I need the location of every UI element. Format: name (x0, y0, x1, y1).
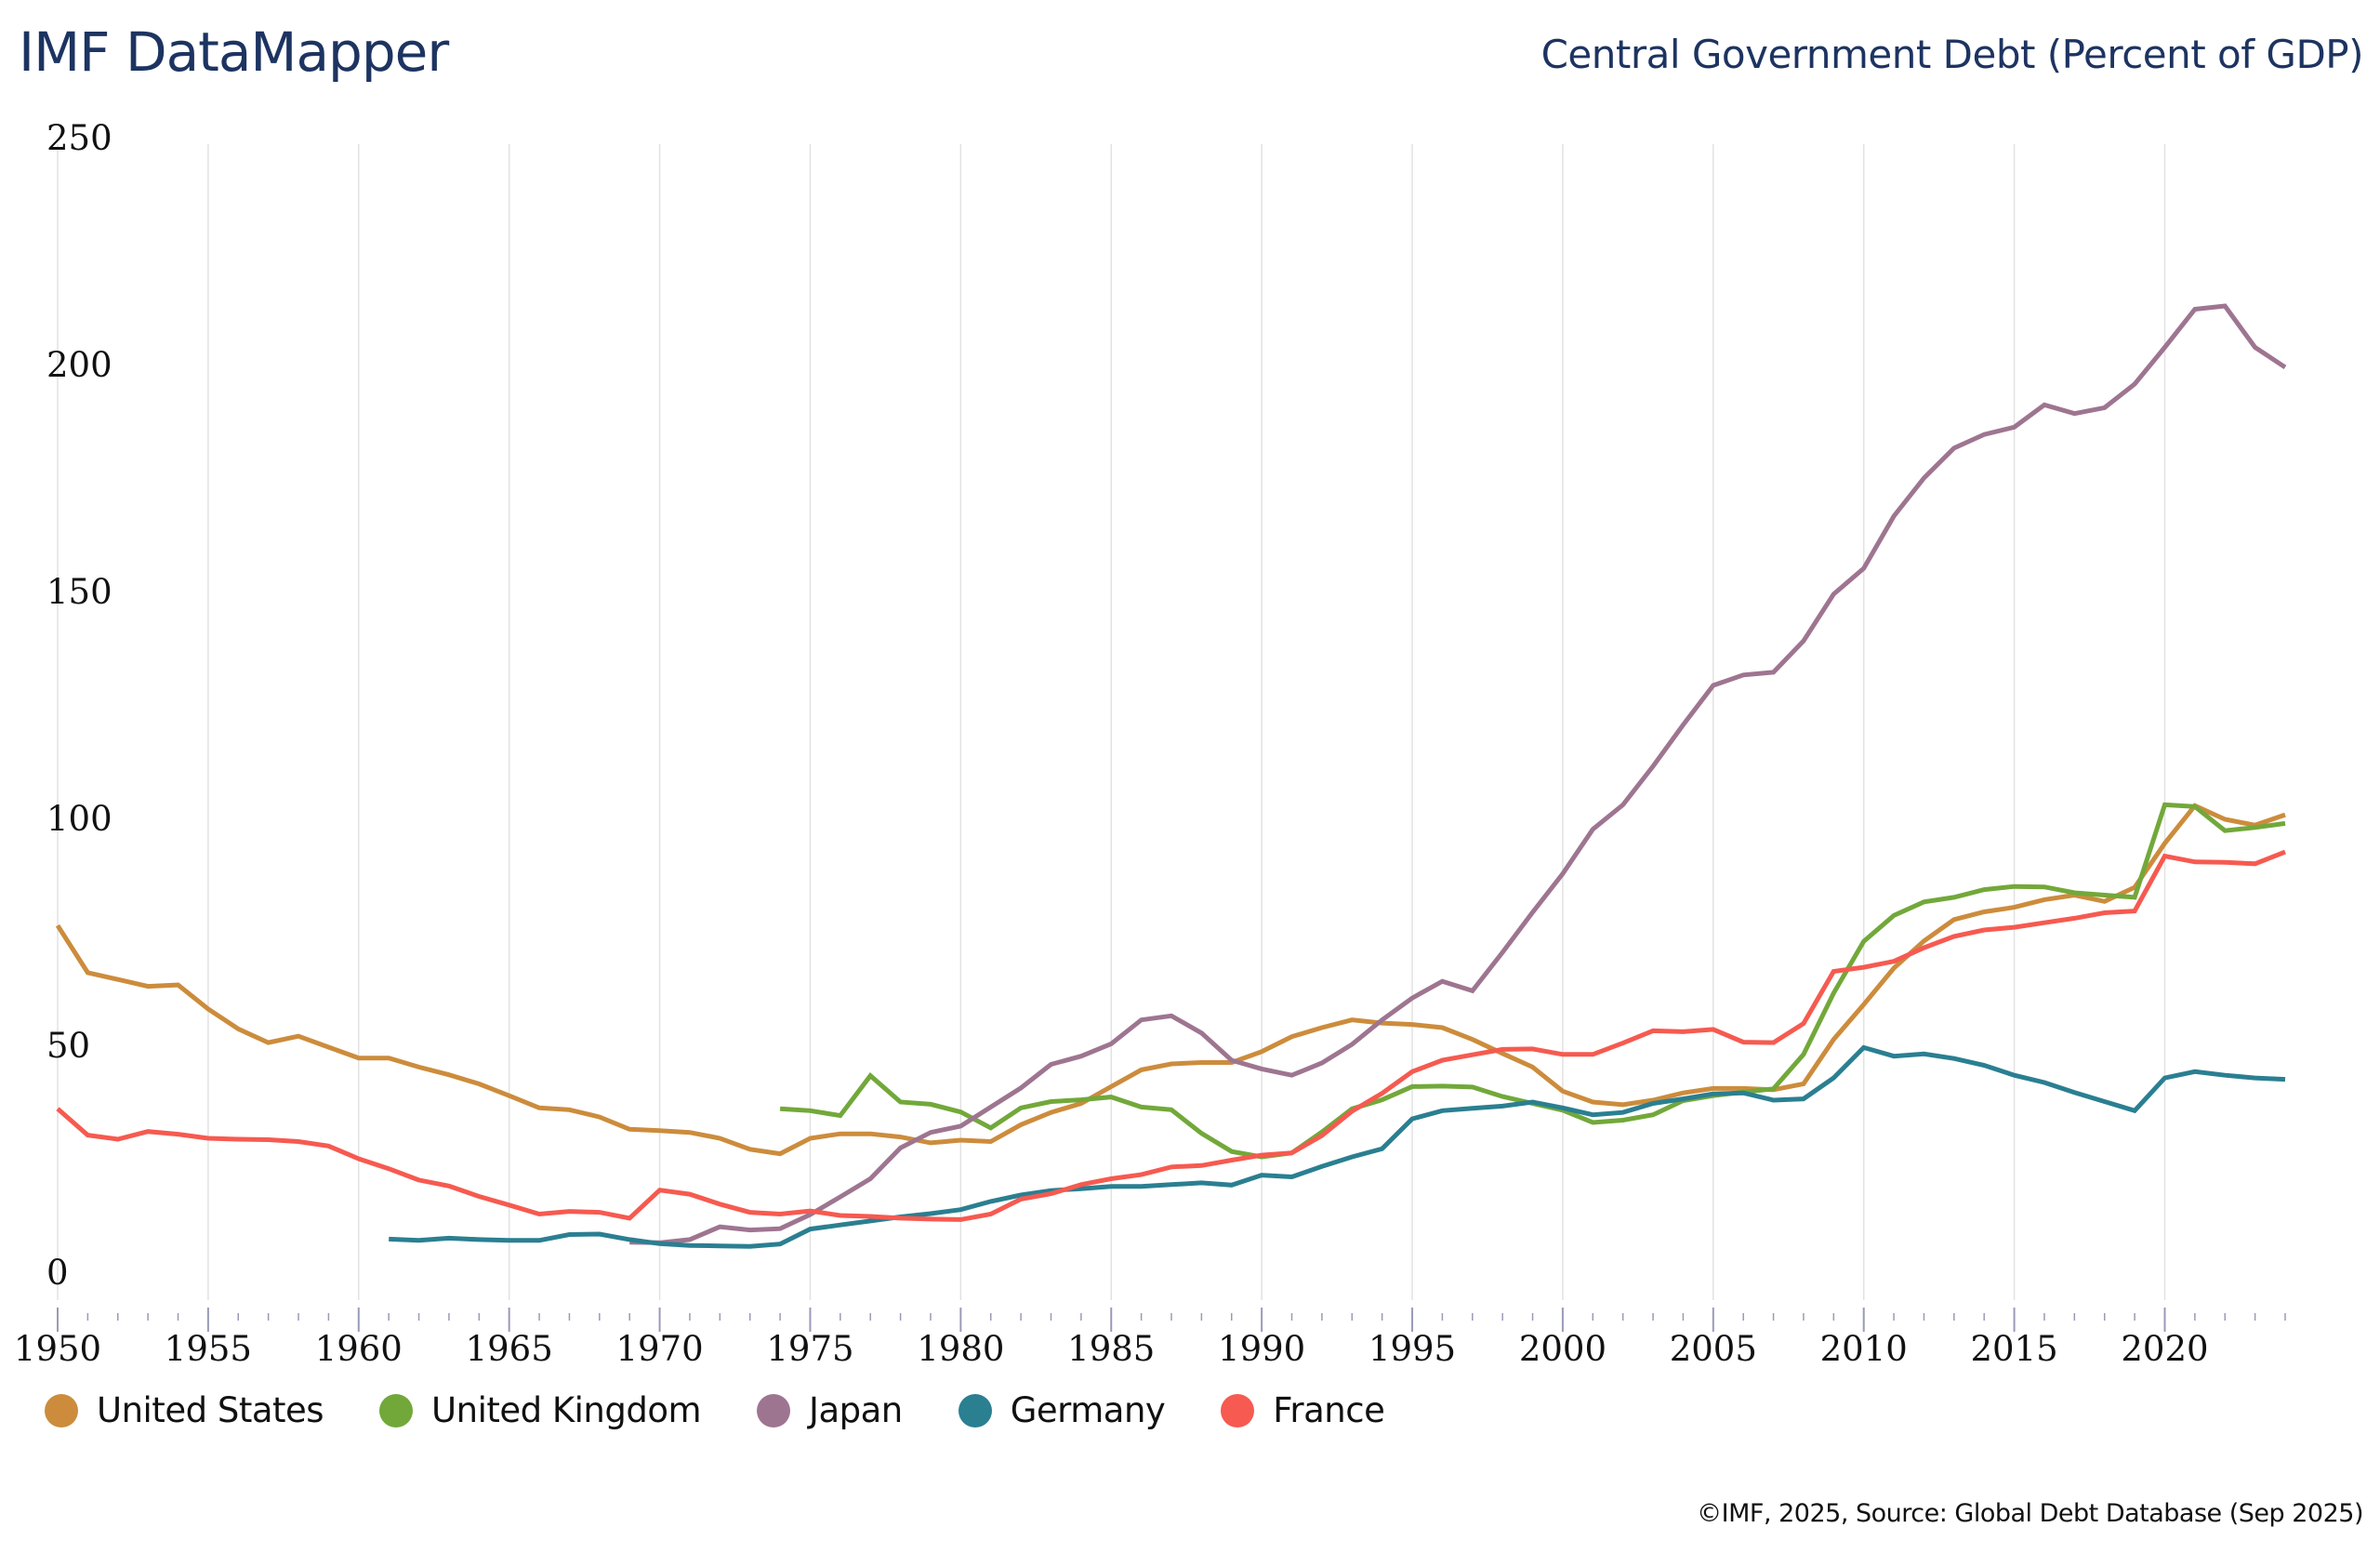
indicator-title: Central Government Debt (Percent of GDP) (1540, 32, 2364, 77)
y-tick-label: 150 (46, 572, 112, 612)
legend-dot-icon (45, 1393, 78, 1428)
series-line-united-states[interactable] (55, 803, 2286, 1157)
x-tick-label: 2010 (1820, 1329, 1908, 1369)
legend-label: France (1273, 1390, 1385, 1430)
y-axis: 0 50 100 150 200 250 (46, 118, 112, 1293)
y-tick-label: 250 (46, 118, 112, 158)
legend-item-japan[interactable]: Japan (757, 1390, 903, 1430)
x-tick-label: 1990 (1218, 1329, 1305, 1369)
legend-item-united-states[interactable]: United States (45, 1390, 324, 1430)
legend-label: United States (97, 1390, 324, 1430)
legend-dot-icon (757, 1393, 791, 1428)
x-tick-label: 1965 (466, 1329, 553, 1369)
legend-item-germany[interactable]: Germany (958, 1390, 1166, 1430)
x-tick-label: 1980 (917, 1329, 1004, 1369)
legend-dot-icon (1221, 1393, 1255, 1428)
source-note: ©IMF, 2025, Source: Global Debt Database… (1697, 1499, 2363, 1528)
app-title: IMF DataMapper (19, 20, 449, 84)
x-tick-label: 1995 (1368, 1329, 1456, 1369)
series-line-germany[interactable] (389, 1044, 2286, 1249)
legend-dot-icon (958, 1393, 992, 1428)
y-tick-label: 200 (46, 345, 112, 385)
x-tick-label: 2020 (2121, 1329, 2208, 1369)
y-tick-label: 0 (46, 1253, 69, 1293)
x-tick-label: 1950 (14, 1329, 101, 1369)
gridlines (57, 144, 2166, 1300)
x-tick-label: 2015 (1971, 1329, 2058, 1369)
x-tick-label: 1960 (315, 1329, 403, 1369)
legend-item-united-kingdom[interactable]: United Kingdom (379, 1390, 702, 1430)
series-lines (55, 303, 2287, 1249)
series-line-japan[interactable] (629, 303, 2287, 1245)
legend: United States United Kingdom Japan Germany F… (45, 1390, 1440, 1430)
x-tick-label: 1985 (1067, 1329, 1155, 1369)
x-tick-label: 1975 (766, 1329, 853, 1369)
series-line-france[interactable] (56, 849, 2286, 1222)
y-tick-label: 100 (46, 799, 112, 839)
y-tick-label: 50 (46, 1026, 90, 1066)
legend-label: United Kingdom (431, 1390, 702, 1430)
x-tick-label: 1955 (165, 1329, 252, 1369)
x-tick-label: 1970 (615, 1329, 703, 1369)
legend-label: Japan (809, 1390, 903, 1430)
legend-dot-icon (379, 1393, 414, 1428)
x-tick-label: 2000 (1519, 1329, 1606, 1369)
legend-label: Germany (1010, 1390, 1166, 1430)
x-axis: 1950 1955 1960 1965 1970 1975 1980 1985 1990 1995… (14, 1308, 2286, 1369)
legend-item-france[interactable]: France (1221, 1390, 1385, 1430)
x-tick-label: 2005 (1670, 1329, 1757, 1369)
